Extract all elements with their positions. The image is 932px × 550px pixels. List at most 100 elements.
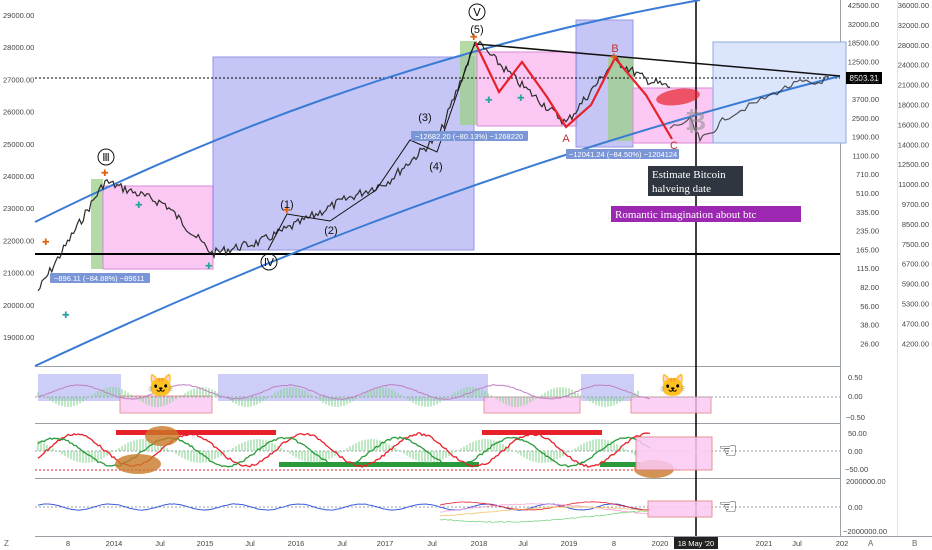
- left-axis-tick: 25000.00: [3, 140, 34, 149]
- wave-iv-label: Ⅳ: [264, 257, 275, 269]
- log-axis-tick: 56.00: [860, 302, 879, 311]
- svg-text:50.00: 50.00: [848, 429, 867, 438]
- right-axis-tick: 5900.00: [902, 280, 929, 289]
- upper-channel-line: [34, 0, 701, 223]
- blue-box-1: [212, 56, 475, 251]
- github-icon-1: 🐱: [147, 373, 174, 398]
- time-axis-tick: Jul: [245, 539, 255, 548]
- svg-text:✚: ✚: [42, 237, 50, 247]
- right-axis-tick: 4200.00: [902, 339, 929, 348]
- right-axis-tick: 9700.00: [902, 200, 929, 209]
- time-axis-tick: 8: [66, 539, 70, 548]
- sub-wave-5: (5): [470, 24, 483, 36]
- pink-box-1: [102, 185, 214, 270]
- svg-text:0.00: 0.00: [848, 503, 863, 512]
- svg-text:✚: ✚: [283, 205, 291, 215]
- log-axis-tick: 82.00: [860, 283, 879, 292]
- svg-text:Romantic imagination about btc: Romantic imagination about btc: [615, 209, 757, 221]
- green-box-1: [91, 179, 103, 269]
- pointing-hand-icon-1: ☜: [718, 438, 738, 463]
- time-axis-tick: Jul: [337, 539, 347, 548]
- wave-v-label: Ⅴ: [473, 7, 481, 19]
- svg-text:−12041.24 (−84.50%) −1204124: −12041.24 (−84.50%) −1204124: [569, 150, 677, 159]
- svg-text:18 May '20: 18 May '20: [678, 539, 714, 548]
- range-boxes: [91, 19, 847, 270]
- github-icon-2: 🐱: [659, 373, 686, 398]
- svg-text:✚: ✚: [610, 52, 618, 62]
- log-axis-tick: 235.00: [856, 227, 879, 236]
- sub-wave-3: (3): [418, 112, 431, 124]
- corner-b-label[interactable]: B: [912, 539, 917, 548]
- svg-text:halveing date: halveing date: [652, 183, 711, 195]
- svg-text:Estimate Bitcoin: Estimate Bitcoin: [652, 169, 726, 181]
- right-axis-tick: 8500.00: [902, 220, 929, 229]
- right-axis-tick: 24000.00: [898, 61, 929, 70]
- svg-text:−50.00: −50.00: [845, 465, 868, 474]
- left-axis-tick: 24000.00: [3, 172, 34, 181]
- time-axis-tick: 202: [836, 539, 849, 548]
- svg-text:8503.31: 8503.31: [850, 74, 879, 83]
- log-axis-tick: 335.00: [856, 208, 879, 217]
- log-axis-tick: 710.00: [856, 170, 879, 179]
- log-axis-tick: 38.00: [860, 321, 879, 330]
- bitcoin-logo: ₿: [685, 106, 706, 136]
- point-b-label: B: [611, 43, 618, 55]
- romantic-note: Romantic imagination about btc: [611, 206, 801, 222]
- left-axis-tick: 23000.00: [3, 204, 34, 213]
- time-axis-tick: 8: [612, 539, 616, 548]
- left-axis-tick: 29000.00: [3, 11, 34, 20]
- time-marker: 18 May '20: [674, 537, 718, 549]
- right-axis-tick: 21000.00: [898, 81, 929, 90]
- left-axis-tick: 26000.00: [3, 108, 34, 117]
- time-axis-tick: 2020: [652, 539, 669, 548]
- price-series: [37, 40, 671, 292]
- log-axis-tick: 5700.00: [852, 76, 879, 85]
- point-c-label: C: [670, 140, 678, 152]
- left-axis-tick: 20000.00: [3, 301, 34, 310]
- time-axis-tick: 2016: [288, 539, 305, 548]
- wave-lines: [267, 41, 841, 251]
- resistance-trendline: [475, 43, 841, 77]
- log-axis-tick: 1900.00: [852, 133, 879, 142]
- log-axis-tick: 115.00: [857, 264, 879, 273]
- right-axis-tick: 5300.00: [902, 300, 929, 309]
- pane-separators: [35, 0, 932, 537]
- trend-channel: [34, 0, 841, 367]
- osc3-axis: 2000000.00 0.00 −2000000.00: [843, 477, 887, 536]
- left-axis-tick: 21000.00: [3, 269, 34, 278]
- log-axis-tick: 32000.00: [848, 20, 879, 29]
- time-axis-tick: 2018: [471, 539, 488, 548]
- svg-text:0.00: 0.00: [848, 392, 863, 401]
- right-axis-tick: 16000.00: [898, 120, 929, 129]
- oscillator-3-pane: ☜: [35, 494, 840, 523]
- left-price-axis: 29000.00 28000.00 27000.00 26000.00 25000.00…: [3, 11, 34, 342]
- lower-channel-line: [34, 75, 841, 367]
- point-a-label: A: [562, 133, 570, 145]
- log-axis-tick: 2500.00: [852, 114, 879, 123]
- wave-iii-label: Ⅲ: [102, 152, 110, 164]
- svg-text:−0.50: −0.50: [846, 413, 865, 422]
- left-axis-tick: 28000.00: [3, 43, 34, 52]
- sub-wave-1: (1): [280, 199, 293, 211]
- right-axis-tick: 4700.00: [902, 319, 929, 328]
- svg-text:✚: ✚: [485, 95, 493, 105]
- corner-right-label[interactable]: A: [868, 539, 874, 548]
- signal-markers: ✚ ✚ ✚ ✚ ✚ ✚ ✚ ✚ ✚ ✚: [42, 32, 618, 320]
- time-axis-tick: 2021: [756, 539, 773, 548]
- pointing-hand-icon-2: ☜: [718, 494, 738, 519]
- right-axis-tick: 32000.00: [898, 21, 929, 30]
- halving-note: Estimate Bitcoin halveing date: [648, 166, 743, 196]
- corner-left-label[interactable]: Z: [4, 539, 9, 548]
- left-axis-tick: 22000.00: [3, 236, 34, 245]
- time-axis-tick: Jul: [518, 539, 528, 548]
- right-axis-tick: 28000.00: [898, 41, 929, 50]
- right-axis-tick: 11000.00: [898, 180, 929, 189]
- osc2-axis: 50.00 0.00 −50.00: [845, 429, 868, 474]
- time-axis-tick: 2017: [377, 539, 394, 548]
- log-axis-tick: 165.00: [856, 245, 879, 254]
- time-axis-tick: Jul: [155, 539, 165, 548]
- current-price-tag: 8503.31: [846, 72, 882, 84]
- projected-series: [669, 76, 829, 143]
- right-axis-tick: 18000.00: [898, 101, 929, 110]
